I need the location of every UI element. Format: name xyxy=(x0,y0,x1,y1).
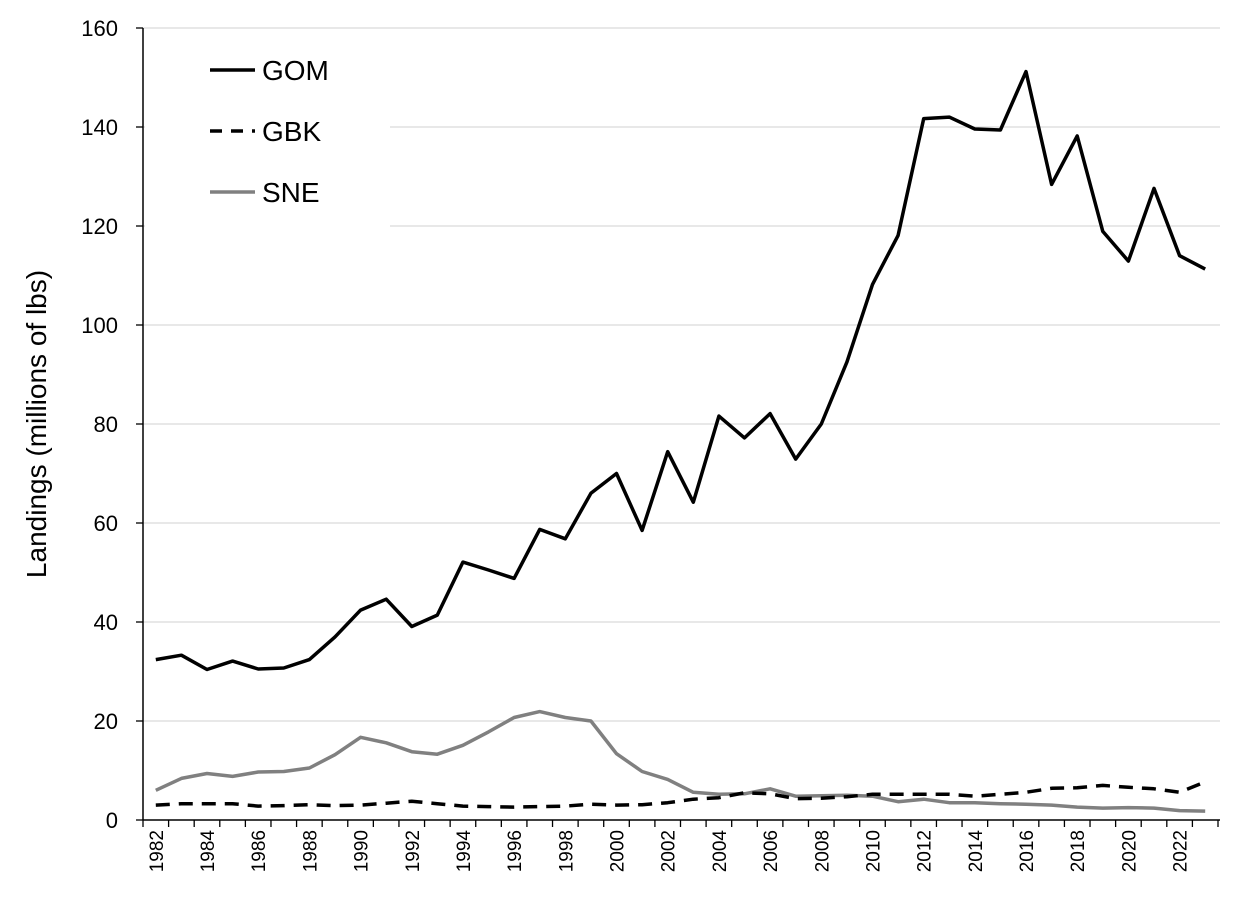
x-tick-label: 2014 xyxy=(966,830,987,873)
x-tick-label: 2012 xyxy=(915,830,936,872)
x-tick-label: 1984 xyxy=(198,830,219,873)
x-tick-label: 2006 xyxy=(761,830,782,872)
x-tick-label: 1998 xyxy=(556,830,577,872)
x-tick-label: 1994 xyxy=(454,830,475,873)
x-tick-label: 1990 xyxy=(352,830,373,872)
y-tick-label: 80 xyxy=(94,412,118,437)
x-tick-label: 2004 xyxy=(710,830,731,873)
x-tick-label: 2002 xyxy=(659,830,680,872)
series-lines xyxy=(155,69,1207,813)
series-line-sne xyxy=(155,709,1206,813)
y-tick-label: 0 xyxy=(106,808,118,833)
legend: GOM GBK SNE xyxy=(210,55,329,208)
x-tick-label: 2000 xyxy=(608,830,629,872)
x-tick-label: 2018 xyxy=(1068,830,1089,872)
legend-background xyxy=(145,30,390,245)
x-tick-label: 1992 xyxy=(403,830,424,872)
x-tick-label: 2020 xyxy=(1119,830,1140,872)
axes: 0 20 40 60 80 100 120 140 160 1982 1984 1986 1988 199… xyxy=(81,16,1220,872)
y-tick-label: 160 xyxy=(81,16,118,41)
x-tick-label: 1982 xyxy=(147,830,168,872)
y-axis-label: Landings (millions of lbs) xyxy=(21,270,52,578)
legend-label-gbk: GBK xyxy=(262,116,321,147)
y-tick-label: 100 xyxy=(81,313,118,338)
y-tick-label: 20 xyxy=(94,709,118,734)
x-tick-label: 1988 xyxy=(300,830,321,872)
y-tick-label: 60 xyxy=(94,511,118,536)
x-tick-label: 2008 xyxy=(812,830,833,872)
x-tick-label: 2022 xyxy=(1171,830,1192,872)
y-tick-label: 120 xyxy=(81,214,118,239)
series-line-gbk xyxy=(155,780,1206,809)
x-tick-label: 2010 xyxy=(863,830,884,872)
x-tick-label: 1986 xyxy=(249,830,270,872)
legend-label-sne: SNE xyxy=(262,177,320,208)
x-tick-label: 2016 xyxy=(1017,830,1038,872)
y-tick-label: 140 xyxy=(81,115,118,140)
series-line-gom xyxy=(155,69,1207,672)
legend-label-gom: GOM xyxy=(262,55,329,86)
x-tick-label: 1996 xyxy=(505,830,526,872)
y-tick-label: 40 xyxy=(94,610,118,635)
